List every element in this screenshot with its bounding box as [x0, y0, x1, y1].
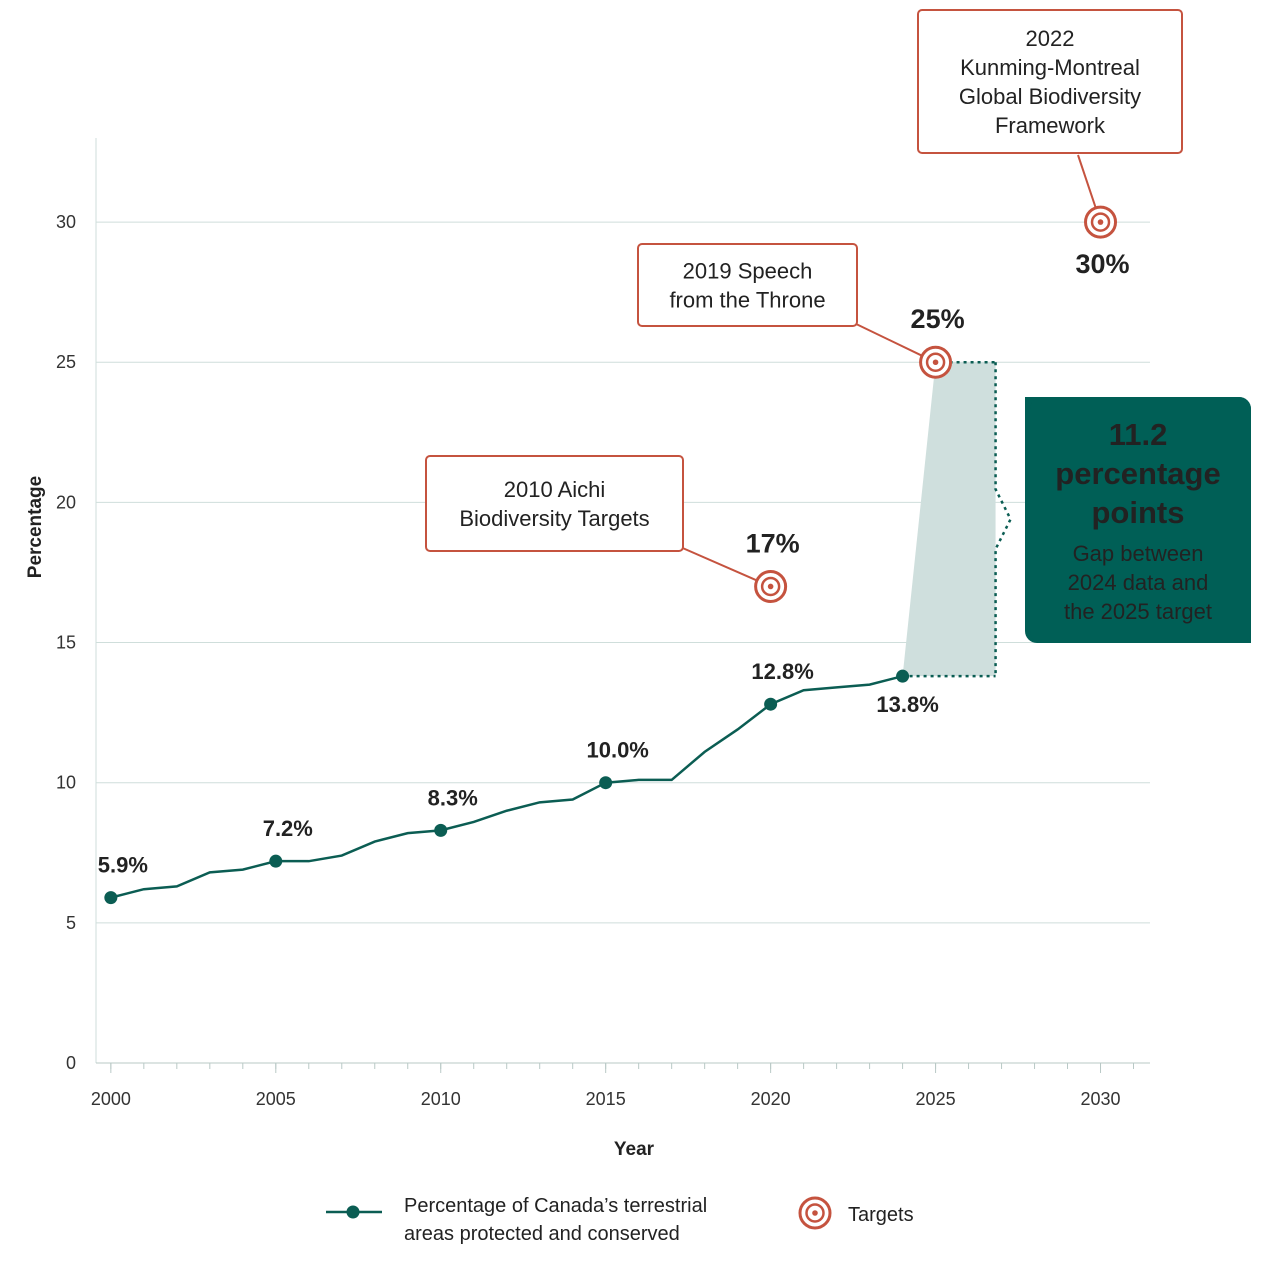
target-center — [767, 583, 774, 590]
annotation-text: 2022 — [1026, 26, 1075, 51]
y-tick-label: 25 — [56, 352, 76, 372]
x-axis-title: Year — [614, 1139, 655, 1160]
legend-entry: Percentage of Canada’s terrestrial areas… — [404, 1195, 708, 1245]
data-label: 12.8% — [751, 659, 813, 684]
target-ring — [925, 352, 946, 372]
x-tick-label: 2010 — [421, 1089, 461, 1109]
target-marker — [754, 569, 788, 603]
annotation-box — [425, 455, 684, 552]
legend-text: Percentage of Canada’s terrestrial areas… — [404, 1195, 708, 1245]
leader-line — [677, 545, 757, 581]
x-tick-label: 2020 — [751, 1089, 791, 1109]
annotation-box — [637, 243, 858, 327]
callout-headline: percentage — [1055, 456, 1220, 491]
annotation-text: Kunming-Montreal — [960, 55, 1140, 80]
target-ring — [760, 576, 781, 597]
y-tick-label: 0 — [66, 1053, 76, 1073]
x-tick-label: 2025 — [916, 1089, 956, 1109]
y-tick-label: 10 — [56, 773, 76, 793]
data-label: 5.9% — [98, 853, 148, 878]
leader-line — [851, 321, 922, 357]
callout-box — [1030, 397, 1251, 643]
target-marker — [919, 345, 953, 379]
leader-line — [1077, 154, 1097, 208]
annotation-text: 2010 Aichi — [504, 477, 606, 502]
annotation-text: 2019 Speech — [683, 259, 813, 284]
x-tick-label: 2015 — [586, 1089, 626, 1109]
y-tick-label: 30 — [56, 212, 76, 232]
data-point — [764, 697, 778, 711]
data-point — [104, 891, 118, 905]
data-point — [269, 854, 283, 868]
legend-marker — [346, 1205, 360, 1219]
y-axis-title: Percentage — [25, 476, 46, 578]
x-tick-label: 2005 — [256, 1089, 296, 1109]
target-marker — [798, 1196, 832, 1230]
y-tick-label: 15 — [56, 633, 76, 653]
y-tick-label: 5 — [66, 913, 76, 933]
target-center — [932, 359, 939, 366]
x-tick-label: 2000 — [91, 1089, 131, 1109]
callout-headline: 11.2 — [1109, 417, 1168, 452]
y-tick-label: 20 — [56, 492, 76, 512]
gap-area — [902, 362, 996, 677]
callout-note: the 2025 target — [1064, 599, 1212, 624]
data-label: 13.8% — [876, 692, 938, 717]
target-marker — [1084, 205, 1118, 239]
data-point — [599, 776, 613, 790]
data-label: 8.3% — [428, 785, 478, 810]
target-center — [812, 1210, 818, 1216]
legend-text: Targets — [848, 1204, 914, 1226]
callout-note: 2024 data and — [1068, 570, 1209, 595]
annotation-text: Global Biodiversity — [959, 84, 1141, 109]
callout-note: Gap between — [1073, 541, 1204, 566]
x-tick-label: 2030 — [1080, 1089, 1120, 1109]
annotation-box — [917, 9, 1183, 154]
data-label: 10.0% — [586, 738, 648, 763]
data-point — [434, 823, 448, 837]
data-line — [110, 674, 903, 899]
annotation-text: Biodiversity Targets — [459, 506, 649, 531]
target-ring — [1090, 212, 1111, 232]
target-label: 30% — [1075, 249, 1129, 279]
data-label: 7.2% — [263, 816, 313, 841]
target-center — [1097, 219, 1104, 225]
annotation-text: from the Throne — [669, 288, 825, 313]
target-label: 25% — [911, 304, 965, 334]
target-label: 17% — [746, 528, 800, 558]
annotation-text: Framework — [995, 113, 1106, 138]
callout-headline: points — [1092, 495, 1185, 530]
gap-bracket — [994, 362, 1012, 677]
data-point — [896, 669, 910, 683]
target-ring — [805, 1203, 825, 1223]
